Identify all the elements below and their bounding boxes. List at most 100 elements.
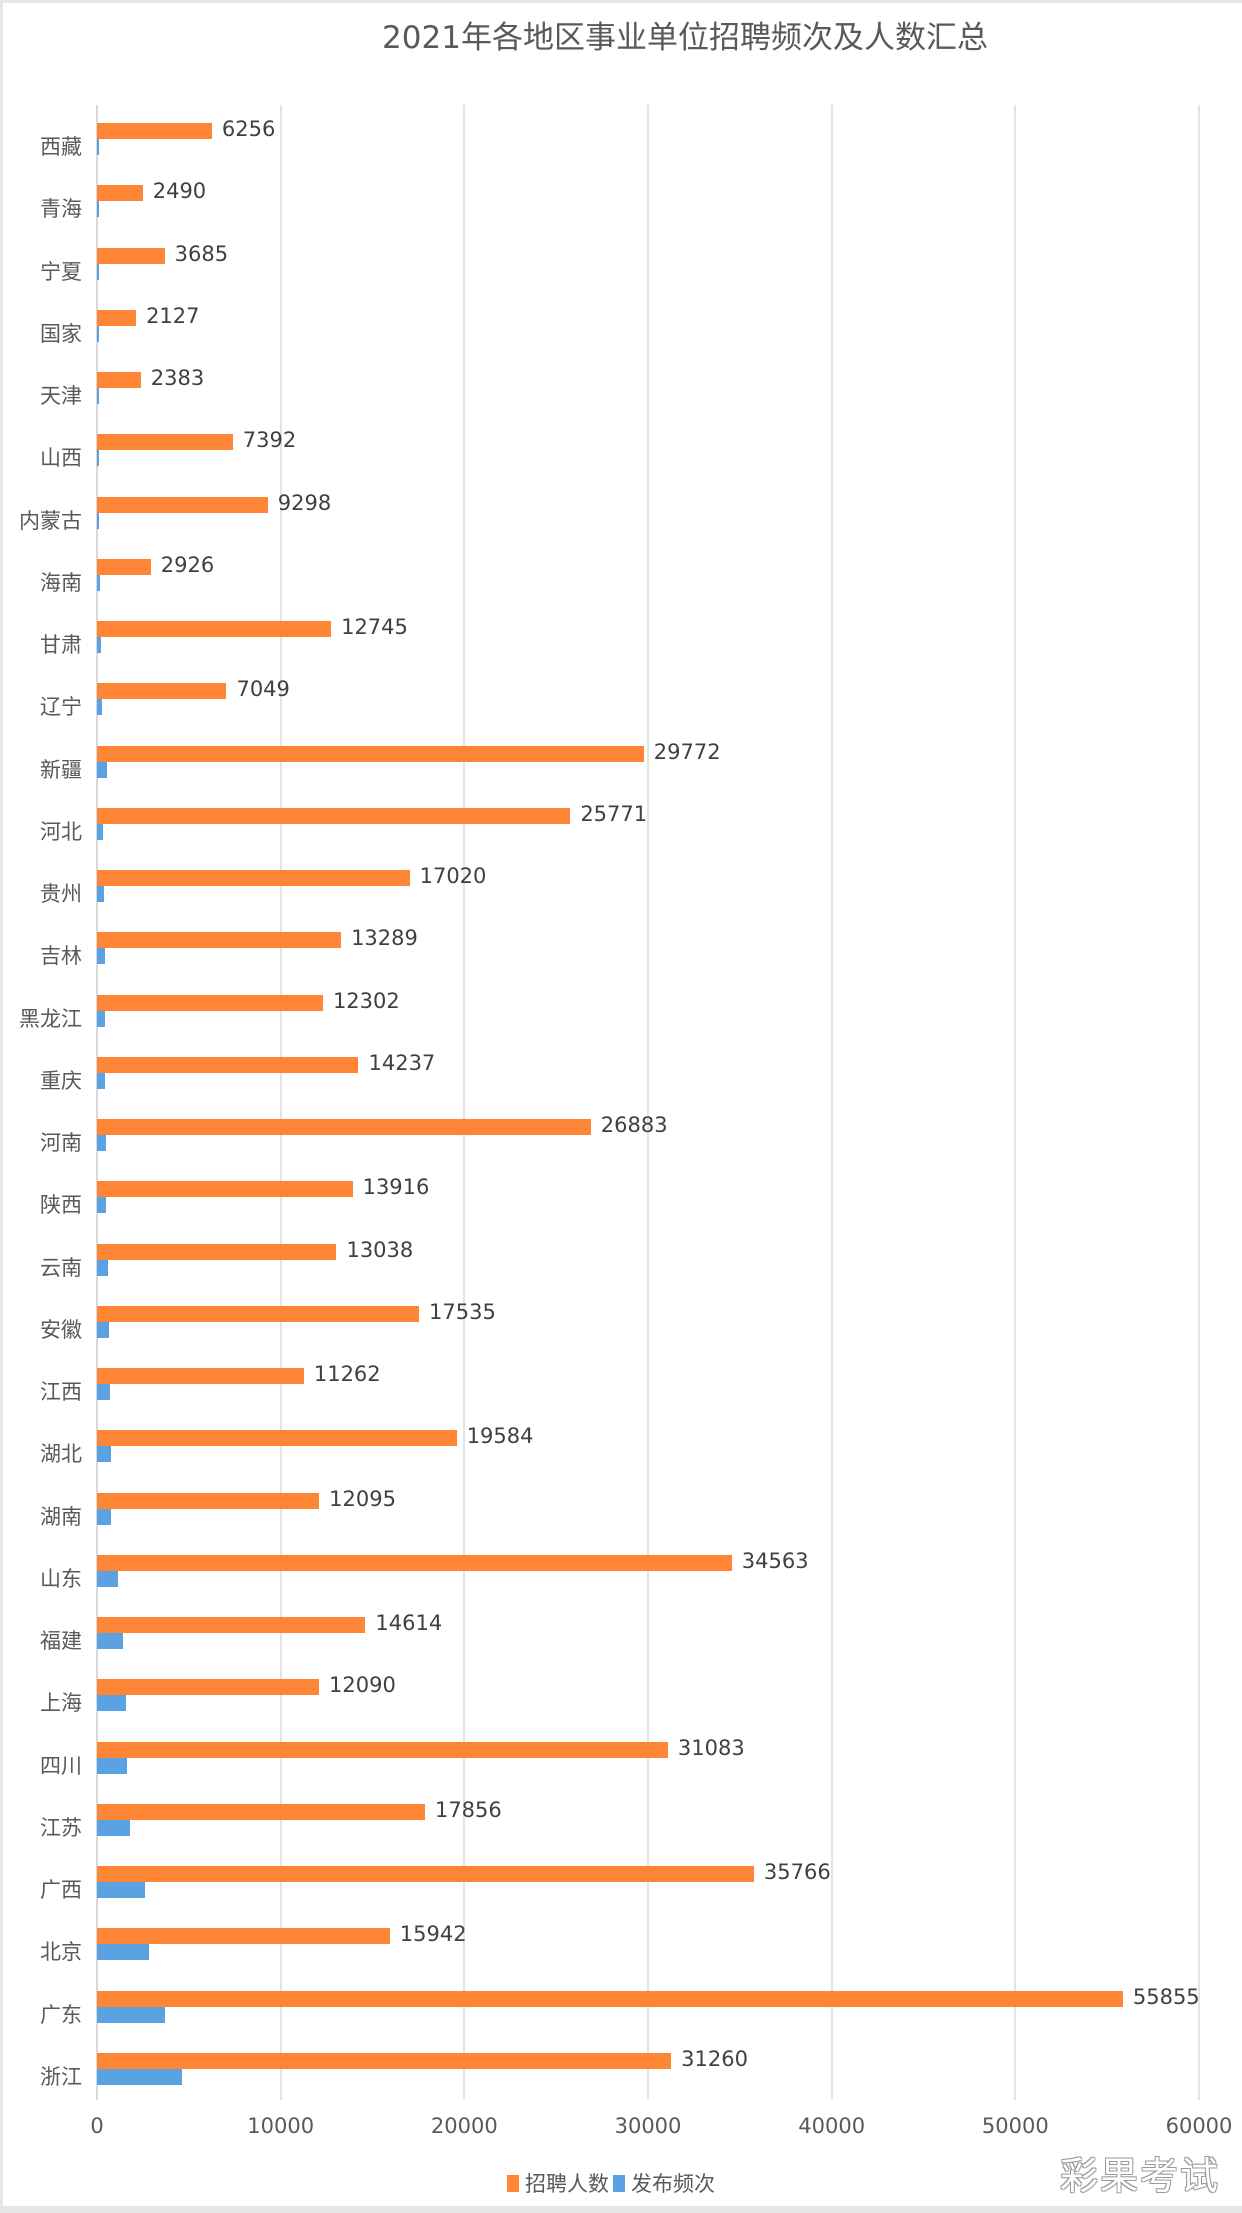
category-label: 山东 xyxy=(40,1566,82,1591)
x-tick-label: 0 xyxy=(90,2114,104,2138)
bar-recruits xyxy=(97,1866,754,1883)
data-label: 34563 xyxy=(741,1548,809,1573)
bar-group: 四川 31083 xyxy=(0,1736,1242,1804)
bar-group: 天津 2383 xyxy=(0,366,1242,434)
category-label: 北京 xyxy=(40,1940,82,1965)
data-label: 13038 xyxy=(346,1237,414,1262)
bar-group: 甘肃 12745 xyxy=(0,615,1242,683)
bar-frequency xyxy=(97,1072,106,1089)
data-label: 12090 xyxy=(329,1673,396,1698)
bar-group: 山东 34563 xyxy=(0,1549,1242,1617)
category-label: 湖南 xyxy=(40,1504,82,1529)
watermark: 彩果考试 xyxy=(1060,2154,1221,2198)
legend-label: 发布频次 xyxy=(631,2172,715,2196)
bar-group: 广西 35766 xyxy=(0,1860,1242,1928)
bar-frequency xyxy=(97,1197,107,1214)
category-label: 黑龙江 xyxy=(19,1006,82,1031)
data-label: 2926 xyxy=(160,552,215,577)
bar-frequency xyxy=(97,1259,109,1276)
chart-title: 2021年各地区事业单位招聘频次及人数汇总 xyxy=(382,20,988,56)
category-label: 江西 xyxy=(40,1380,82,1405)
bar-group: 北京 15942 xyxy=(0,1922,1242,1990)
bar-group: 河南 26883 xyxy=(0,1113,1242,1181)
bar-frequency xyxy=(97,512,100,529)
bar-group: 新疆 29772 xyxy=(0,740,1242,808)
category-label: 青海 xyxy=(40,197,82,222)
bar-group: 福建 14614 xyxy=(0,1611,1242,1679)
chart-area xyxy=(3,3,1242,2206)
data-label: 2490 xyxy=(152,179,207,204)
bar-group: 青海 2490 xyxy=(0,179,1242,247)
bar-recruits xyxy=(97,1119,591,1136)
data-label: 17856 xyxy=(434,1797,502,1822)
bar-recruits xyxy=(97,558,151,575)
gridline xyxy=(1014,105,1017,2100)
data-label: 15942 xyxy=(399,1922,467,1947)
bar-frequency xyxy=(97,886,105,903)
category-label: 云南 xyxy=(40,1255,82,1280)
bar-frequency xyxy=(97,1757,128,1774)
data-label: 17020 xyxy=(419,864,487,889)
legend-swatch-orange xyxy=(507,2174,519,2192)
bar-recruits xyxy=(97,372,141,389)
bar-group: 上海 12090 xyxy=(0,1673,1242,1741)
legend-item-frequency: 发布频次 xyxy=(613,2168,715,2198)
data-label: 7049 xyxy=(236,677,290,702)
data-label: 17535 xyxy=(429,1299,496,1324)
x-tick-label: 20000 xyxy=(430,2114,498,2138)
category-label: 浙江 xyxy=(40,2065,82,2089)
bar-recruits xyxy=(97,1617,366,1634)
bar-group: 湖南 12095 xyxy=(0,1487,1242,1555)
bar-frequency xyxy=(97,948,105,965)
bar-recruits xyxy=(97,621,332,638)
x-tick-label: 10000 xyxy=(247,2114,315,2138)
bar-frequency xyxy=(97,450,100,467)
data-label: 19584 xyxy=(466,1424,534,1449)
bar-recruits xyxy=(97,247,165,264)
bar-frequency xyxy=(97,823,104,840)
bar-frequency xyxy=(97,1321,110,1338)
category-label: 湖北 xyxy=(40,1442,82,1467)
bar-recruits xyxy=(97,870,410,887)
category-label: 陕西 xyxy=(40,1193,82,1218)
bar-recruits xyxy=(97,185,143,202)
bar-recruits xyxy=(97,309,137,326)
bar-recruits xyxy=(97,683,227,700)
bar-recruits xyxy=(97,807,571,824)
bar-frequency xyxy=(97,1695,127,1712)
bar-recruits xyxy=(97,1679,320,1696)
bar-recruits xyxy=(97,1554,732,1571)
data-label: 35766 xyxy=(763,1860,831,1885)
bar-frequency xyxy=(97,2006,166,2023)
x-tick-label: 40000 xyxy=(798,2114,866,2138)
bar-recruits xyxy=(97,1368,304,1385)
category-label: 国家 xyxy=(40,321,82,346)
bar-group: 湖北 19584 xyxy=(0,1424,1242,1492)
category-label: 宁夏 xyxy=(40,259,82,284)
gridline xyxy=(647,105,649,2100)
data-label: 7392 xyxy=(242,428,297,453)
bar-frequency xyxy=(97,2069,183,2085)
bar-frequency xyxy=(97,1384,111,1401)
bar-group: 云南 13038 xyxy=(0,1238,1242,1306)
category-label: 内蒙古 xyxy=(19,508,82,533)
data-label: 11262 xyxy=(313,1362,381,1387)
y-axis-line xyxy=(96,105,98,2100)
gridline xyxy=(463,105,466,2100)
bar-group: 黑龙江 12302 xyxy=(0,989,1242,1057)
bar-recruits xyxy=(97,1243,337,1260)
bar-recruits xyxy=(97,1492,320,1509)
bar-recruits xyxy=(97,1430,457,1447)
legend-swatch-blue xyxy=(613,2174,625,2192)
data-label: 2383 xyxy=(150,366,205,391)
bar-frequency xyxy=(97,325,99,342)
category-label: 吉林 xyxy=(40,944,82,969)
bar-frequency xyxy=(97,388,99,405)
bar-group: 安徽 17535 xyxy=(0,1300,1242,1368)
bar-frequency xyxy=(97,1135,107,1152)
bar-recruits xyxy=(97,1928,390,1945)
bar-recruits xyxy=(97,745,644,762)
data-label: 14614 xyxy=(375,1611,443,1636)
x-tick-label: 30000 xyxy=(614,2114,682,2138)
